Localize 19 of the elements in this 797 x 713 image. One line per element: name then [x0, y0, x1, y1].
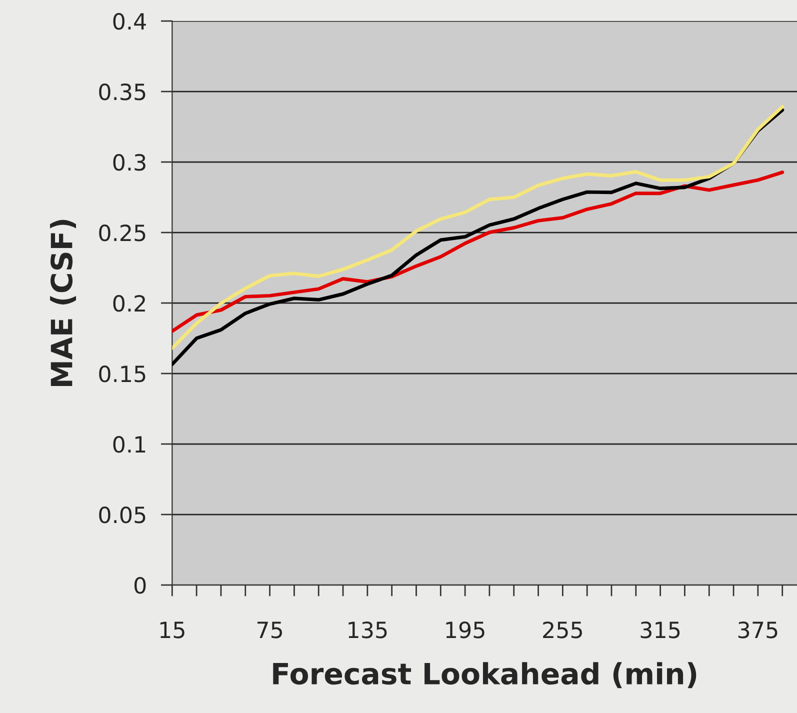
y-axis-title: MAE (CSF) — [50, 220, 76, 386]
x-tick-label: 135 — [348, 622, 387, 638]
y-tick-label: 0.05 — [99, 506, 146, 524]
y-tick-label: 0.1 — [113, 436, 146, 453]
x-axis-title: Forecast Lookahead (min) — [273, 662, 696, 688]
x-tick-label: 75 — [257, 622, 282, 638]
line-series — [172, 170, 784, 333]
y-tick-label: 0.25 — [99, 224, 146, 242]
y-tick-label: 0 — [134, 576, 146, 594]
y-tick-label: 0.4 — [113, 12, 146, 30]
x-tick-label: 315 — [640, 622, 680, 638]
y-tick-label: 0.15 — [99, 365, 146, 382]
y-tick-label: 0.35 — [99, 83, 146, 100]
x-tick-label: 15 — [160, 622, 184, 638]
x-tick-label: 375 — [738, 622, 778, 638]
x-tick-label: 195 — [446, 622, 484, 638]
x-tick-label: 255 — [543, 622, 582, 638]
y-tick-label: 0.3 — [113, 154, 146, 171]
y-tick-label: 0.2 — [113, 294, 145, 312]
